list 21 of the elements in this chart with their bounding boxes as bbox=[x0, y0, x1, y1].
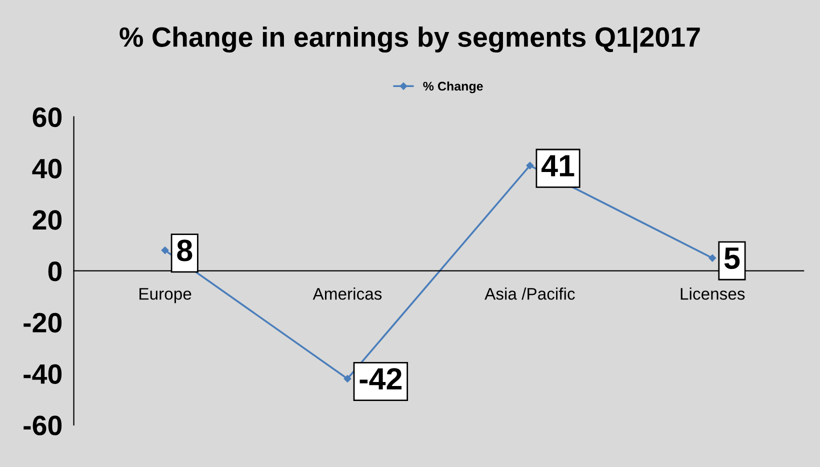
chart-title: % Change in earnings by segments Q1|2017 bbox=[120, 26, 700, 53]
point bbox=[161, 246, 169, 254]
x-tick-label: Americas bbox=[312, 288, 382, 300]
point bbox=[344, 375, 352, 382]
x-tick-label: Licenses bbox=[680, 288, 745, 300]
point bbox=[708, 254, 716, 262]
x-tick-label: Europe bbox=[140, 288, 192, 304]
data-label: 5 bbox=[724, 248, 740, 269]
y-tick-label: 40 bbox=[32, 158, 62, 178]
y-tick-label: -20 bbox=[24, 312, 62, 333]
data-label: 8 bbox=[177, 240, 192, 262]
y-tick-label: -60 bbox=[24, 416, 62, 436]
data-label: -42 bbox=[360, 368, 402, 390]
y-tick-label: 0 bbox=[48, 262, 62, 282]
y-tick-label: 60 bbox=[32, 107, 62, 128]
y-tick-label: -40 bbox=[24, 364, 62, 384]
x-tick-label: Asia /Pacific bbox=[484, 288, 575, 300]
legend-label: % Change bbox=[423, 81, 483, 94]
data-label: 41 bbox=[542, 155, 574, 176]
y-tick-label: 20 bbox=[32, 210, 62, 230]
point bbox=[526, 162, 534, 170]
